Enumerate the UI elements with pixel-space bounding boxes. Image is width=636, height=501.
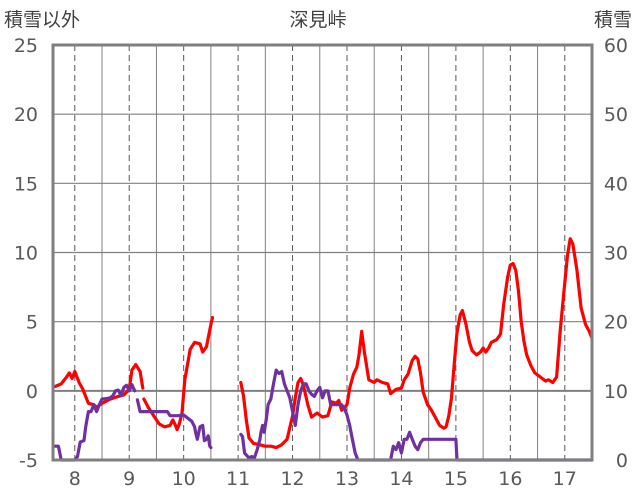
purple-series-segment [239,368,594,462]
x-tick-label: 15 [444,468,468,490]
left-axis-label: 積雪以外 [4,9,80,31]
left-tick-label: 15 [14,173,38,195]
series-lines [52,237,594,462]
right-tick-label: 10 [604,381,628,403]
right-tick-label: 40 [604,173,628,195]
right-tick-label: 60 [604,35,628,57]
x-tick-label: 13 [335,468,359,490]
x-tick-label: 11 [226,468,250,490]
right-tick-label: 50 [604,104,628,126]
right-tick-label: 0 [616,450,628,472]
right-axis-label: 積雪 [594,9,632,31]
left-tick-label: 25 [14,35,38,57]
purple-series-segment [135,398,213,450]
x-tick-label: 8 [69,468,81,490]
purple-series-segment [52,383,137,462]
x-tick-label: 14 [389,468,413,490]
right-tick-label: 30 [604,243,628,265]
plot-border [51,43,594,462]
red-series-segment [142,315,215,432]
x-tick-label: 10 [172,468,196,490]
plot-frame [51,43,594,462]
right-tick-label: 20 [604,312,628,334]
red-series-segment [239,237,594,450]
left-tick-label: 10 [14,243,38,265]
left-tick-label: 20 [14,104,38,126]
chart-title: 深見峠 [289,9,346,31]
x-tick-label: 16 [498,468,522,490]
x-tick-label: 9 [123,468,135,490]
x-tick-label: 12 [280,468,304,490]
x-tick-label: 17 [553,468,577,490]
left-tick-label: -5 [19,450,38,472]
left-tick-label: 0 [26,381,38,403]
left-tick-label: 5 [26,312,38,334]
